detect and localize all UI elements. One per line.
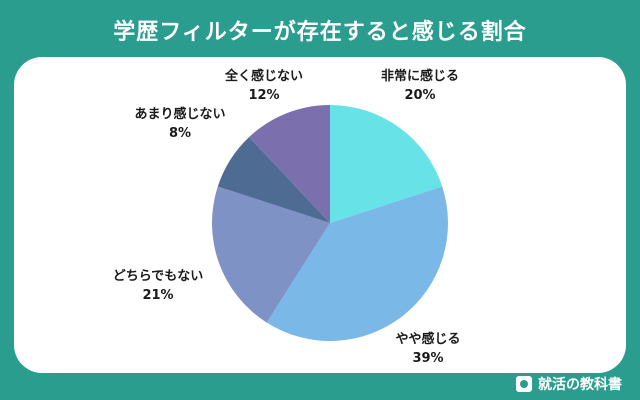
slice-value-4: 8% [169, 126, 191, 141]
slice-label-2: やや感じる [395, 331, 460, 347]
pie-slice-1 [330, 105, 443, 223]
slice-label-3: どちらでもない [113, 269, 204, 284]
slice-label-5: 全く感じない [224, 68, 303, 84]
pie-slice-5 [249, 105, 330, 223]
pie-slice-4 [217, 136, 330, 223]
brand-footer: 就活の教科書 [516, 374, 622, 394]
brand-name: 就活の教科書 [538, 377, 622, 393]
slice-label-4: あまり感じない [134, 106, 225, 122]
slice-labels: 非常に感じる 20% やや感じる 39% どちらでもない 21% あまり感じない 8% 全く感じ… [113, 68, 461, 366]
slice-value-1: 20% [404, 88, 435, 103]
slice-value-2: 39% [412, 351, 443, 366]
pie-slices [212, 105, 448, 341]
pie-slice-2 [266, 186, 448, 341]
pie-slice-3 [212, 186, 330, 323]
slice-label-1: 非常に感じる [381, 68, 459, 84]
slice-value-5: 12% [248, 88, 279, 103]
slice-value-3: 21% [142, 288, 173, 303]
chart-title: 学歴フィルターが存在すると感じる割合 [113, 20, 527, 45]
brand-logo-icon [516, 376, 532, 392]
